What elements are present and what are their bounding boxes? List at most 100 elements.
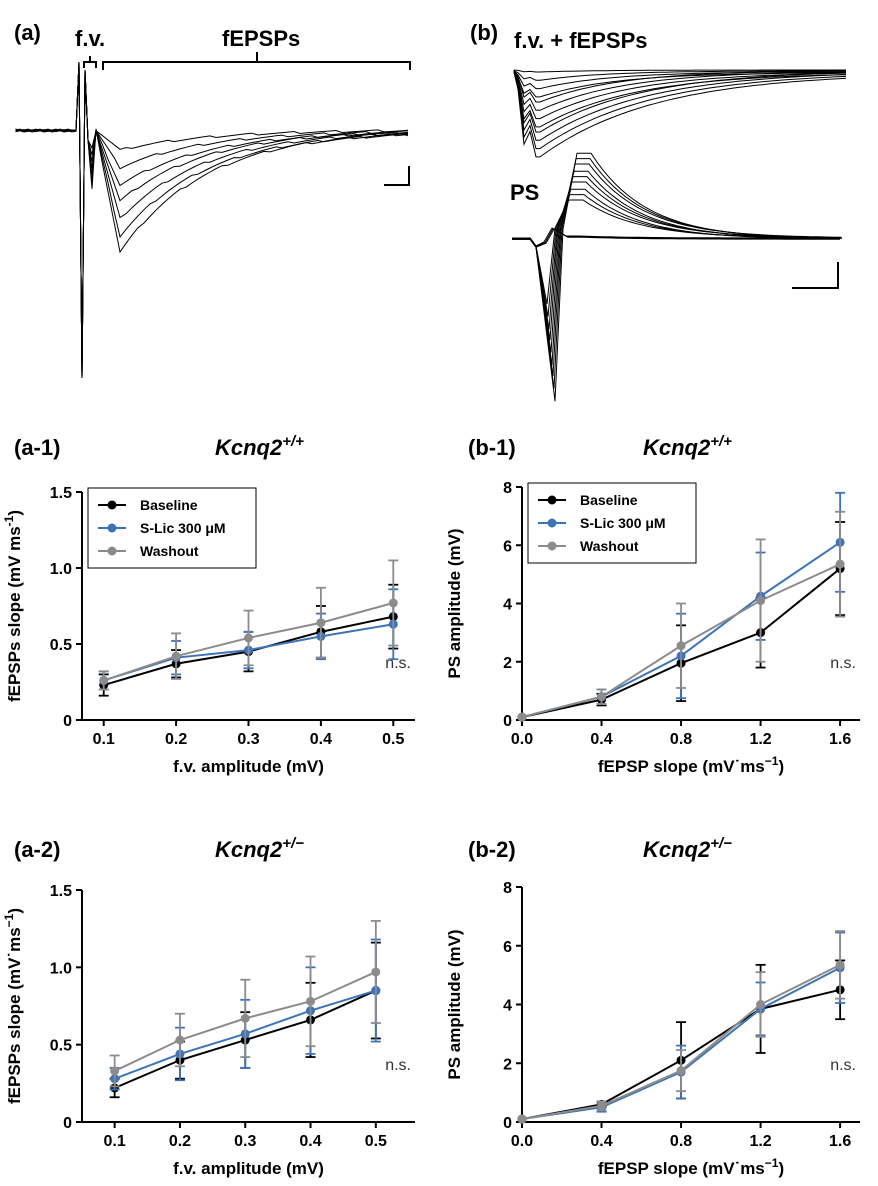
- plot-a1: (a-1) Kcnq2+/+ 0.1 0.2 0.3 0.4 0.5 0 0.5 1.0 1.5 f.…: [2, 433, 415, 776]
- scale-bar-a: [384, 166, 410, 186]
- fepsp-trace: [15, 61, 409, 379]
- x-tick-label: 0.1: [104, 1133, 126, 1150]
- x-axis-label: f.v. amplitude (mV): [173, 757, 324, 776]
- data-point: [306, 996, 316, 1006]
- y-tick-label: 0.5: [50, 637, 72, 654]
- data-point: [756, 1000, 766, 1009]
- x-tick-label: 0.2: [169, 1133, 191, 1150]
- y-tick-label: 6: [503, 939, 512, 956]
- x-tick-label: 0.4: [590, 731, 612, 748]
- data-point: [316, 618, 326, 628]
- panel-label: (b-1): [468, 435, 516, 460]
- y-tick-label: 0: [63, 713, 72, 730]
- fepsps-label: fEPSPs: [222, 26, 300, 51]
- data-point: [240, 1013, 250, 1023]
- fv-fepsp-trace: [513, 69, 847, 133]
- legend-entry: Baseline: [580, 492, 638, 508]
- fv-fepsps-label: f.v. + fEPSPs: [514, 28, 647, 53]
- data-point: [99, 675, 109, 685]
- fepsp-trace: [15, 61, 409, 379]
- fv-bracket: [83, 56, 97, 68]
- y-tick-label: 2: [503, 655, 512, 672]
- significance-label: n.s.: [830, 1057, 856, 1074]
- plot-title: Kcnq2+/−: [215, 835, 304, 862]
- fepsp-trace: [15, 61, 409, 379]
- legend-entry: S-Lic 300 μM: [140, 520, 226, 536]
- legend-swatch-marker: [547, 495, 557, 505]
- x-tick-label: 0.3: [237, 731, 259, 748]
- data-point: [835, 960, 845, 970]
- x-tick-label: 0.8: [670, 731, 692, 748]
- x-tick-label: 0.1: [93, 731, 115, 748]
- fepsps-bracket: [102, 52, 411, 70]
- panel-label: (b-2): [468, 837, 516, 862]
- legend-swatch-marker: [107, 500, 117, 510]
- data-point: [371, 967, 381, 977]
- x-tick-label: 0.5: [382, 731, 404, 748]
- data-point: [835, 559, 845, 569]
- scale-bar-b: [792, 262, 839, 289]
- legend-swatch-marker: [547, 518, 557, 528]
- data-point: [388, 598, 398, 608]
- x-tick-label: 1.6: [829, 1133, 851, 1150]
- y-tick-label: 1.0: [50, 561, 72, 578]
- plot-b2: (b-2) Kcnq2+/− 0.0 0.4 0.8 1.2 1.6 0 2 4 6 8 fEPSP s…: [445, 835, 860, 1178]
- panel-b-label: (b): [470, 20, 498, 45]
- panel-a-traces: (a) f.v. fEPSPs: [14, 20, 411, 379]
- plot-title: Kcnq2+/+: [643, 433, 732, 460]
- plot-b1: (b-1) Kcnq2+/+ 0.0 0.4 0.8 1.2 1.6 0 2 4 6 8 fEPSP s…: [445, 433, 860, 776]
- legend-entry: Baseline: [140, 497, 198, 513]
- fv-fepsp-trace: [513, 72, 847, 158]
- plot-title: Kcnq2+/+: [215, 433, 304, 460]
- fepsp-trace: [15, 61, 409, 379]
- y-tick-label: 1.0: [50, 960, 72, 977]
- data-point: [676, 641, 686, 651]
- fv-fepsp-trace: [513, 70, 847, 111]
- y-tick-label: 0.5: [50, 1038, 72, 1055]
- y-tick-label: 0: [63, 1115, 72, 1132]
- data-point: [597, 1101, 607, 1111]
- data-point: [517, 712, 527, 722]
- y-tick-label: 2: [503, 1056, 512, 1073]
- fv-fepsp-trace: [513, 71, 847, 150]
- legend-entry: S-Lic 300 μM: [580, 515, 666, 531]
- x-tick-label: 1.6: [829, 731, 851, 748]
- panel-label: (a-1): [14, 435, 60, 460]
- x-tick-label: 0.3: [234, 1133, 256, 1150]
- significance-label: n.s.: [830, 655, 856, 672]
- y-tick-label: 0: [503, 1115, 512, 1132]
- data-point: [110, 1066, 120, 1076]
- x-axis-label: fEPSP slope (mV˙ms−1): [598, 754, 784, 776]
- y-tick-label: 1.5: [50, 485, 72, 502]
- y-tick-label: 1.5: [50, 883, 72, 900]
- x-tick-label: 0.4: [299, 1133, 321, 1150]
- fepsp-trace: [15, 61, 409, 379]
- x-tick-label: 0.4: [590, 1133, 612, 1150]
- fv-fepsp-trace: [513, 71, 846, 90]
- fv-fepsp-trace: [513, 69, 847, 103]
- legend-swatch-marker: [547, 541, 557, 551]
- data-point: [244, 633, 253, 643]
- fv-label: f.v.: [75, 26, 105, 51]
- ps-traces: [512, 152, 843, 402]
- data-point: [517, 1114, 527, 1124]
- y-axis-label: PS amplitude (mV): [445, 929, 464, 1079]
- data-point: [175, 1035, 185, 1045]
- x-tick-label: 1.2: [749, 1133, 771, 1150]
- ps-trace: [512, 228, 840, 248]
- legend-entry: Washout: [140, 543, 199, 559]
- fv-fepsp-trace: [513, 70, 847, 141]
- data-point: [597, 692, 607, 702]
- x-axis-label: fEPSP slope (mV˙ms−1): [598, 1156, 784, 1178]
- panel-a-label: (a): [14, 20, 41, 45]
- fepsp-trace: [15, 61, 409, 379]
- legend-swatch-marker: [107, 523, 117, 533]
- fepsp-traces: [15, 61, 409, 379]
- panel-b-traces: (b) f.v. + fEPSPs PS: [470, 20, 847, 402]
- x-tick-label: 0.0: [511, 731, 533, 748]
- plot-title: Kcnq2+/−: [643, 835, 732, 862]
- y-tick-label: 8: [503, 880, 512, 897]
- data-point: [676, 1066, 686, 1076]
- x-tick-label: 0.0: [511, 1133, 533, 1150]
